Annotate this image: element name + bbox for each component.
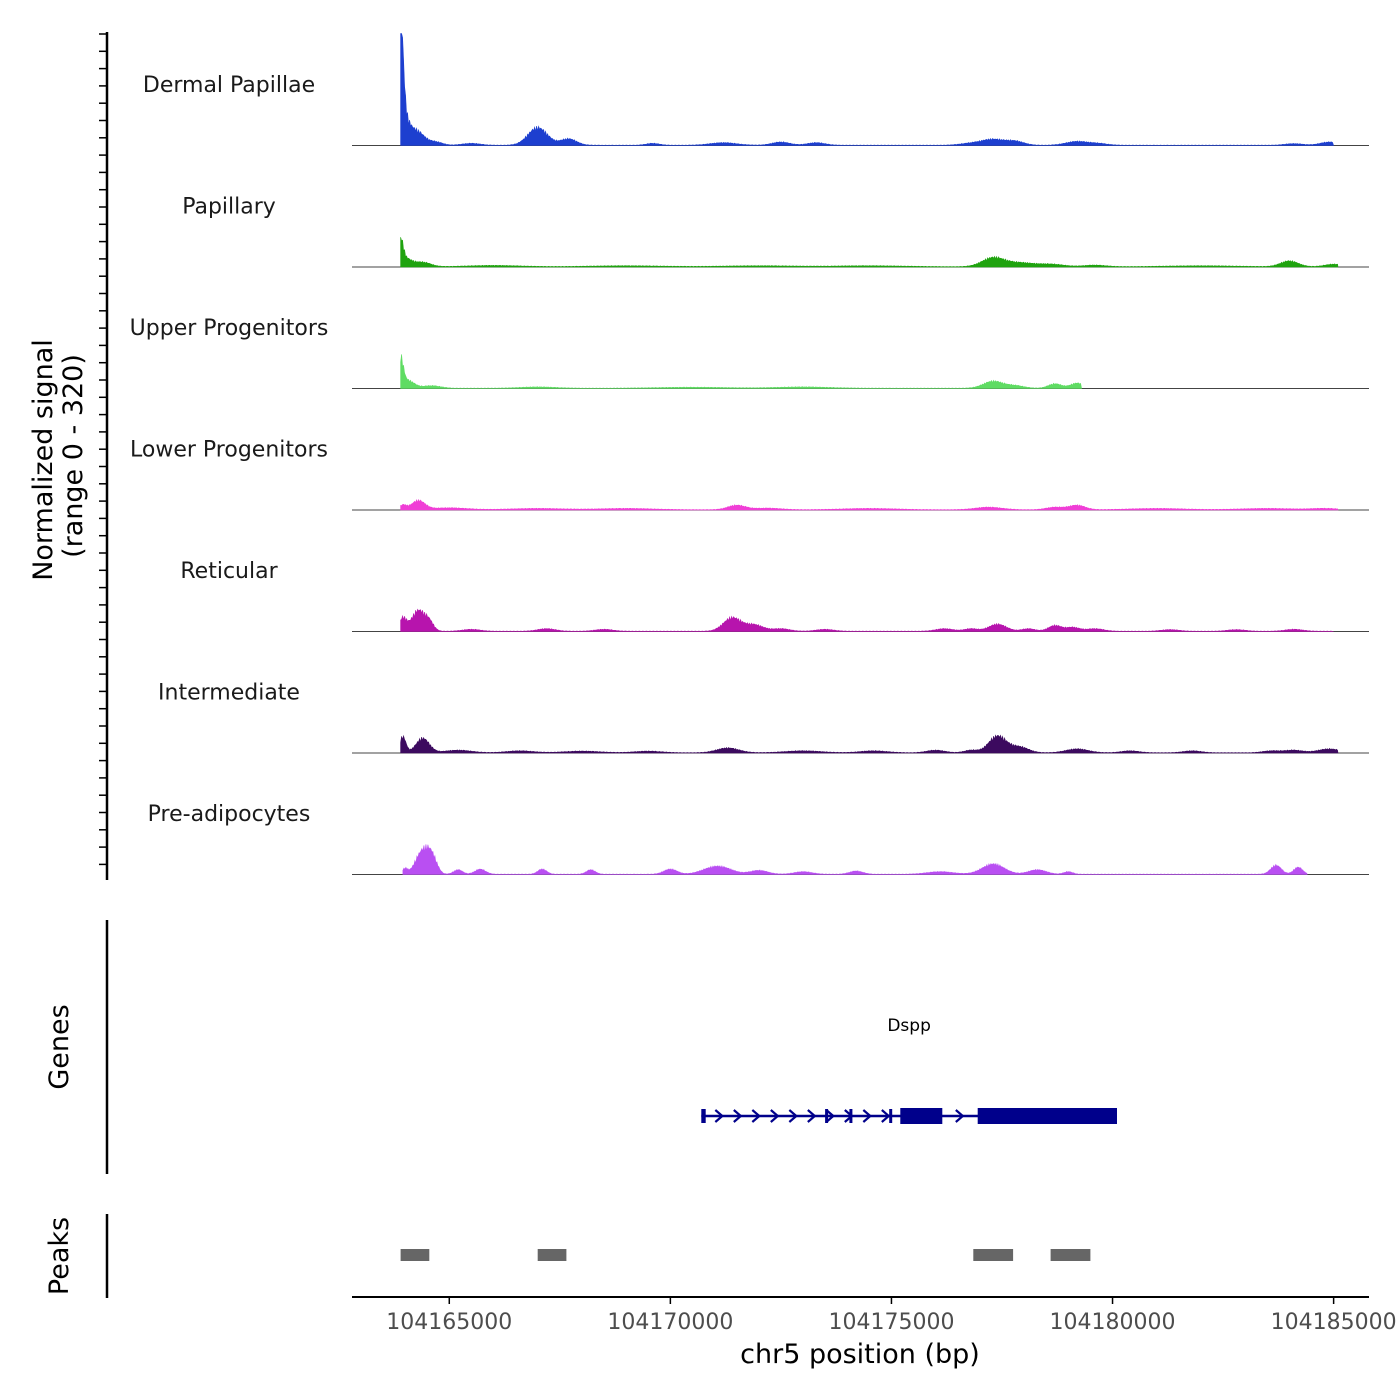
coverage-profile xyxy=(400,237,1339,268)
strand-arrow xyxy=(862,1109,873,1123)
coverage-profile xyxy=(400,354,1082,389)
gene-exon xyxy=(849,1109,853,1123)
gene-exon xyxy=(825,1109,829,1123)
x-tick-label: 104165000 xyxy=(386,1310,512,1335)
track-label: Reticular xyxy=(180,559,278,584)
peak-region xyxy=(973,1249,1014,1261)
peaks-panel: Peaks xyxy=(44,1214,1091,1298)
track-intermediate: Intermediate xyxy=(158,681,1369,754)
track-label: Lower Progenitors xyxy=(130,438,328,463)
peak-region xyxy=(400,1249,430,1261)
coverage-profile xyxy=(402,844,1308,875)
gene-dspp: Dspp xyxy=(701,1016,1117,1124)
genes-axis-title: Genes xyxy=(44,1004,75,1089)
peak-region xyxy=(1050,1249,1091,1261)
strand-arrow xyxy=(733,1109,743,1123)
gene-exon xyxy=(701,1109,706,1123)
x-axis-title: chr5 position (bp) xyxy=(740,1339,980,1370)
coverage-panel: Normalized signal (range 0 - 320) Dermal… xyxy=(28,32,1369,880)
track-pre-adipocytes: Pre-adipocytes xyxy=(148,802,1369,875)
x-axis-ticks: 104165000 104170000 104175000 104180000 1041… xyxy=(386,1297,1397,1335)
genes-panel: Genes Dspp xyxy=(44,920,1117,1174)
signal-axis-range: (range 0 - 320) xyxy=(58,354,89,558)
coverage-profile xyxy=(400,734,1339,754)
strand-arrow xyxy=(751,1109,762,1123)
peak-region xyxy=(537,1249,567,1261)
signal-axis-title: Normalized signal xyxy=(28,339,59,581)
track-reticular: Reticular xyxy=(180,559,1369,632)
signal-axis-ticks xyxy=(99,33,107,866)
peak-regions xyxy=(400,1249,1091,1261)
gene-models: Dspp xyxy=(701,1016,1117,1124)
strand-arrow xyxy=(825,1109,836,1123)
coverage-tracks: Dermal Papillae Papillary Upper Progenitor… xyxy=(130,33,1369,875)
track-dermal-papillae: Dermal Papillae xyxy=(143,33,1369,146)
strand-arrow xyxy=(788,1109,799,1123)
strand-arrow xyxy=(955,1109,965,1123)
x-tick-label: 104185000 xyxy=(1271,1310,1397,1335)
track-lower-progenitors: Lower Progenitors xyxy=(130,438,1369,511)
track-label: Intermediate xyxy=(158,681,300,706)
track-label: Pre-adipocytes xyxy=(148,802,311,827)
gene-exon xyxy=(977,1108,1117,1124)
peaks-axis-title: Peaks xyxy=(44,1217,75,1295)
track-papillary: Papillary xyxy=(182,195,1369,268)
track-label: Papillary xyxy=(182,195,276,220)
gene-exon xyxy=(889,1109,893,1123)
track-label: Upper Progenitors xyxy=(130,316,329,341)
strand-arrow xyxy=(881,1109,891,1123)
x-tick-label: 104175000 xyxy=(829,1310,955,1335)
track-label: Dermal Papillae xyxy=(143,73,315,98)
x-axis: 104165000 104170000 104175000 104180000 1041… xyxy=(352,1296,1397,1370)
coverage-profile xyxy=(400,608,1334,632)
x-tick-label: 104180000 xyxy=(1050,1310,1176,1335)
strand-arrow xyxy=(714,1109,725,1123)
strand-arrow xyxy=(807,1109,817,1123)
gene-name: Dspp xyxy=(887,1016,931,1036)
x-tick-label: 104170000 xyxy=(607,1310,733,1335)
strand-arrow xyxy=(770,1109,780,1123)
coverage-profile xyxy=(400,498,1339,511)
coverage-profile xyxy=(400,33,1335,146)
track-upper-progenitors: Upper Progenitors xyxy=(130,316,1369,389)
gene-exon xyxy=(900,1108,943,1124)
